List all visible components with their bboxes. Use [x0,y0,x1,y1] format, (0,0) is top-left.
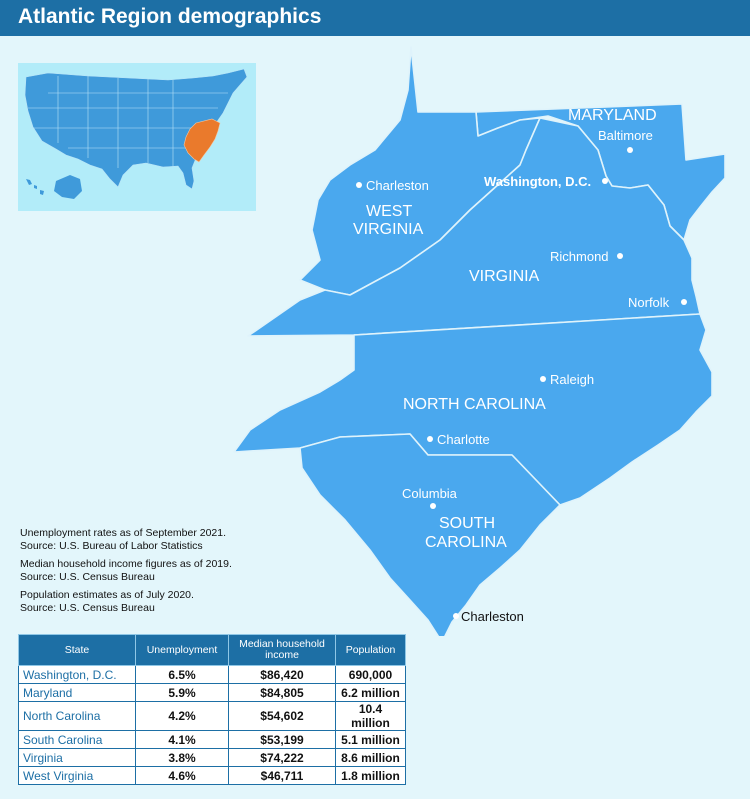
cell-income: $74,222 [228,748,336,767]
cell-state: Maryland [18,683,136,702]
note-population-line1: Population estimates as of July 2020. [20,589,194,601]
virginia-shape [247,117,701,337]
state-label-west-line2: VIRGINIA [353,221,424,238]
cell-unemployment: 4.2% [135,701,229,731]
south-carolina-shape [299,433,561,636]
cell-unemployment: 5.9% [135,683,229,702]
table-row: Washington, D.C. 6.5% $86,420 690,000 [18,665,406,684]
note-population-line2: Source: U.S. Census Bureau [20,602,155,614]
note-unemployment-line1: Unemployment rates as of September 2021. [20,527,227,539]
cell-state: Virginia [18,748,136,767]
note-income: Median household income figures as of 20… [20,558,300,584]
cell-state: South Carolina [18,730,136,749]
city-label-charleston-wv: Charleston [366,178,429,193]
table-row: Maryland 5.9% $84,805 6.2 million [18,683,406,702]
table-header-row: State Unemployment Median household inco… [18,634,406,666]
source-notes: Unemployment rates as of September 2021.… [20,527,300,620]
cell-population: 8.6 million [335,748,406,767]
title-bar: Atlantic Region demographics [0,0,750,36]
cell-state: Washington, D.C. [18,665,136,684]
cell-income: $54,602 [228,701,336,731]
city-label-raleigh: Raleigh [550,372,594,387]
page-title: Atlantic Region demographics [18,5,322,28]
demographics-table: State Unemployment Median household inco… [18,634,406,785]
city-label-norfolk: Norfolk [628,295,670,310]
note-income-line1: Median household income figures as of 20… [20,558,232,570]
column-header-unemployment: Unemployment [135,634,229,666]
state-label-maryland: MARYLAND [568,107,657,124]
us-locator-map [18,63,256,211]
column-header-population: Population [335,634,406,666]
note-income-line2: Source: U.S. Census Bureau [20,571,155,583]
cell-state: North Carolina [18,701,136,731]
state-label-virginia: VIRGINIA [469,268,540,285]
table-row: Virginia 3.8% $74,222 8.6 million [18,748,406,767]
cell-population: 10.4 million [335,701,406,731]
cell-state: West Virginia [18,766,136,785]
state-label-south-line1: SOUTH [439,515,495,532]
cell-unemployment: 6.5% [135,665,229,684]
cell-unemployment: 4.6% [135,766,229,785]
cell-population: 690,000 [335,665,406,684]
city-label-charlotte: Charlotte [437,432,490,447]
hawaii-shape [26,179,44,195]
city-label-washington: Washington, D.C. [484,174,591,189]
cell-unemployment: 4.1% [135,730,229,749]
table-row: West Virginia 4.6% $46,711 1.8 million [18,766,406,785]
cell-income: $53,199 [228,730,336,749]
note-population: Population estimates as of July 2020. So… [20,589,300,615]
cell-unemployment: 3.8% [135,748,229,767]
note-unemployment: Unemployment rates as of September 2021.… [20,527,300,553]
cell-population: 6.2 million [335,683,406,702]
cell-income: $46,711 [228,766,336,785]
contiguous-us-shape [24,68,248,190]
table-row: North Carolina 4.2% $54,602 10.4 million [18,701,406,731]
note-unemployment-line2: Source: U.S. Bureau of Labor Statistics [20,540,203,552]
city-label-charleston-sc: Charleston [461,609,524,624]
column-header-income: Median household income [228,634,336,666]
state-label-north-carolina: NORTH CAROLINA [403,396,546,413]
city-label-columbia: Columbia [402,486,458,501]
cell-income: $84,805 [228,683,336,702]
city-label-richmond: Richmond [550,249,609,264]
state-label-south-line2: CAROLINA [425,534,507,551]
column-header-state: State [18,634,136,666]
state-label-west-line1: WEST [366,203,412,220]
regional-map: MARYLAND WEST VIRGINIA VIRGINIA NORTH CA… [233,46,726,636]
city-label-baltimore: Baltimore [598,128,653,143]
table-row: South Carolina 4.1% $53,199 5.1 million [18,730,406,749]
cell-population: 1.8 million [335,766,406,785]
cell-income: $86,420 [228,665,336,684]
cell-population: 5.1 million [335,730,406,749]
atlantic-region-highlight [183,118,221,163]
alaska-shape [54,175,82,199]
